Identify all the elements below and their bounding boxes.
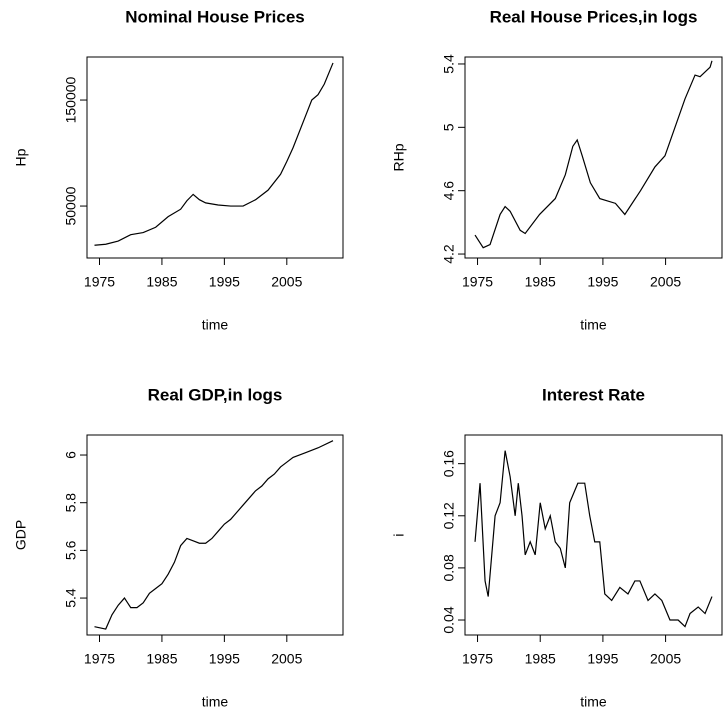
y-tick-label: 150000 <box>63 76 79 123</box>
x-tick-label: 1995 <box>209 651 240 667</box>
y-tick-label: 50000 <box>63 186 79 225</box>
plot-frame <box>86 56 344 259</box>
y-tick-label: 0.04 <box>441 606 457 633</box>
series-line <box>474 60 713 249</box>
x-axis-label: time <box>580 317 607 333</box>
x-tick-label: 1975 <box>462 274 493 290</box>
y-tick-label: 5.4 <box>441 54 457 74</box>
x-tick-label: 1995 <box>587 651 618 667</box>
y-axis-label: Hp <box>13 148 29 166</box>
x-axis-label: time <box>202 317 229 333</box>
x-tick-label: 2005 <box>650 274 681 290</box>
panel-title: Real GDP,in logs <box>148 385 283 404</box>
y-tick-label: 4.2 <box>441 244 457 264</box>
y-tick-label: 6 <box>63 451 79 459</box>
y-tick-label: 5.6 <box>63 540 79 560</box>
x-tick-label: 1975 <box>462 651 493 667</box>
panel-title: Nominal House Prices <box>125 7 305 26</box>
x-tick-label: 2005 <box>271 274 302 290</box>
x-tick-label: 2005 <box>650 651 681 667</box>
plot-frame <box>86 434 344 636</box>
y-axis-label: GDP <box>13 520 29 550</box>
y-tick-label: 5 <box>441 123 457 131</box>
y-axis-label: i <box>391 533 407 536</box>
x-tick-label: 1985 <box>146 274 177 290</box>
y-tick-label: 5.8 <box>63 493 79 513</box>
x-tick-label: 1985 <box>146 651 177 667</box>
y-tick-label: 0.12 <box>441 502 457 529</box>
series-line <box>474 450 713 628</box>
x-tick-label: 1995 <box>587 274 618 290</box>
y-tick-label: 0.16 <box>441 450 457 477</box>
x-tick-label: 1975 <box>84 274 115 290</box>
y-tick-label: 4.6 <box>441 181 457 201</box>
y-axis-label: RHp <box>391 143 407 171</box>
y-tick-label: 5.4 <box>63 588 79 608</box>
x-axis-label: time <box>202 694 229 710</box>
x-tick-label: 1985 <box>525 274 556 290</box>
series-line <box>94 62 334 246</box>
x-tick-label: 1975 <box>84 651 115 667</box>
x-tick-label: 1995 <box>209 274 240 290</box>
plot-frame <box>464 434 723 636</box>
panel-title: Interest Rate <box>542 385 645 404</box>
x-tick-label: 1985 <box>525 651 556 667</box>
series-line <box>94 440 334 630</box>
panel-title: Real House Prices,in logs <box>490 7 698 26</box>
y-tick-label: 0.08 <box>441 554 457 581</box>
x-axis-label: time <box>580 694 607 710</box>
x-tick-label: 2005 <box>271 651 302 667</box>
plot-frame <box>464 56 723 259</box>
